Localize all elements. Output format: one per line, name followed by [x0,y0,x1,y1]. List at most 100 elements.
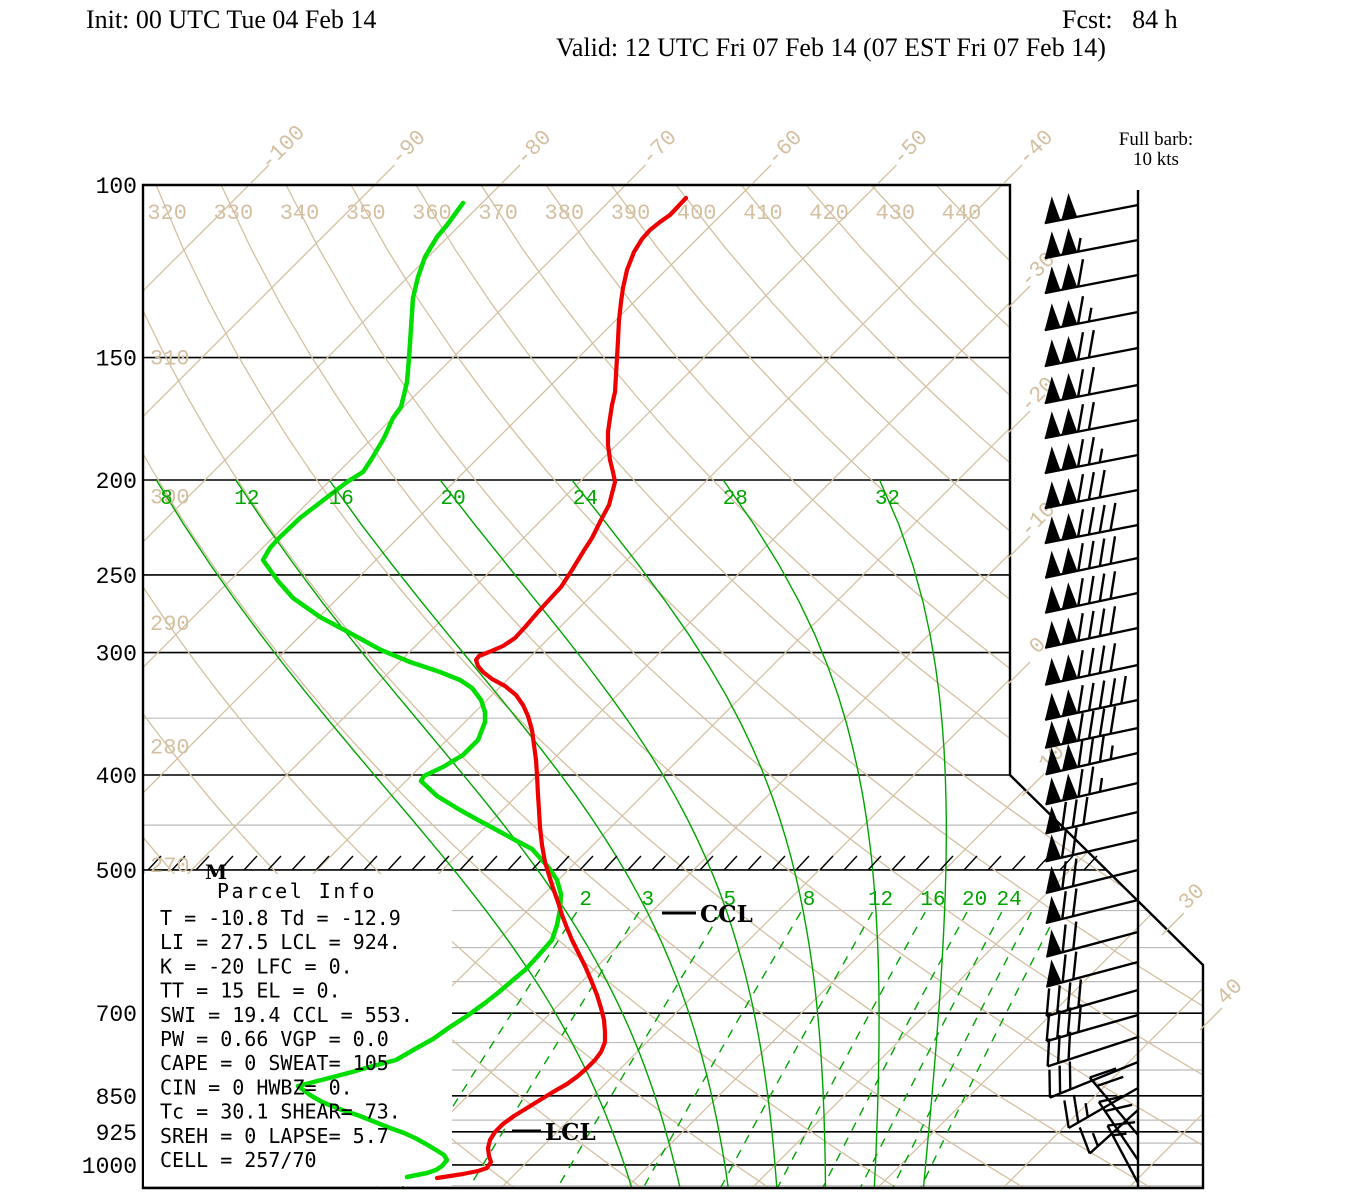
wind-barb [1044,366,1139,405]
mixing-ratio-label: 8 [803,889,816,912]
pressure-tick-label: 300 [96,642,137,668]
wind-barb [1044,329,1139,368]
mixing-ratio-label: 2 [579,889,592,912]
wind-barb [1088,1067,1139,1136]
wind-barb [1044,706,1139,749]
isotherm-label-top: -100 [256,121,311,176]
dry-adiabat-label-top: 400 [677,201,717,226]
temperature-trace [434,195,689,1181]
barb-legend-line2: 10 kts [1133,149,1179,170]
moist-adiabat-label: 12 [234,488,259,511]
wind-barb [1078,1109,1139,1155]
dry-adiabat-label-top: 440 [942,201,982,226]
wind-barb [1044,675,1139,721]
wind-barb [1097,1094,1139,1161]
wind-barb [1044,258,1139,295]
isotherm-label-right: 30 [1174,879,1210,915]
wind-barb [1045,921,1139,958]
dry-adiabat-label-top: 330 [214,201,254,226]
wind-barbs [1044,190,1140,1188]
wind-barb [1044,295,1139,332]
init-time: Init: 00 UTC Tue 04 Feb 14 [86,5,377,34]
dry-adiabat-label-top: 420 [809,201,849,226]
pressure-tick-label: 150 [96,347,137,373]
wind-barb-legend: Full barb: 10 kts [1094,130,1218,170]
pressure-tick-label: 200 [96,469,137,495]
parcel-info-line: PW = 0.66 VGP = 0.0 [160,1027,389,1051]
wind-barb [1045,827,1139,863]
dry-adiabat-label-top: 380 [545,201,585,226]
moist-adiabat-label: 16 [329,488,354,511]
dry-adiabat-label-top: 350 [346,201,386,226]
pressure-tick-label: 100 [96,174,137,200]
mixing-ratio-label: 5 [723,889,736,912]
wind-barb [1044,193,1139,225]
dry-adiabat-label-top: 320 [147,201,187,226]
missing-data-marker: M [205,860,227,884]
moist-adiabat-label: 28 [723,488,748,511]
pressure-tick-label: 500 [96,859,137,885]
parcel-info-line: SREH = 0 LAPSE= 5.7 [160,1124,389,1148]
wind-barb [1044,228,1139,260]
wind-barb [1044,606,1139,649]
pressure-tick-label: 700 [96,1002,137,1028]
wind-barb [1044,401,1139,440]
wind-barb [1045,858,1139,895]
mixing-ratio-lines [397,911,1059,1188]
wind-barb [1106,1121,1140,1184]
wind-barb [1045,734,1139,776]
wind-barb [1045,979,1139,1018]
moist-adiabat-label: 32 [875,488,900,511]
dry-adiabat-label-top: 340 [280,201,320,226]
wind-barb [1044,469,1139,510]
isotherm-label-top: -50 [888,125,934,171]
parcel-info-line: CIN = 0 HWBZ= 0. [160,1075,353,1099]
isotherm-label-right: 40 [1212,974,1248,1010]
wind-barb [1044,436,1139,475]
parcel-info-line: TT = 15 EL = 0. [160,979,341,1003]
dry-adiabat-label-left: 270 [150,854,190,879]
parcel-info-title: Parcel Info [217,879,377,903]
forecast-hour: Fcst: 84 h [1062,5,1178,34]
valid-time: Valid: 12 UTC Fri 07 Feb 14 (07 EST Fri … [556,33,1106,62]
moist-adiabat-label: 24 [573,488,598,511]
pressure-tick-label: 1000 [82,1154,137,1180]
parcel-info-line: CAPE = 0 SWEAT= 105 [160,1051,389,1075]
wind-barb [1045,1004,1139,1043]
dry-adiabat-label-top: 430 [875,201,915,226]
wind-barb [1048,1060,1139,1099]
parcel-info-line: CELL = 257/70 [160,1148,317,1172]
isotherm-label-top: -80 [511,125,557,171]
moist-adiabat-label: 20 [441,488,466,511]
dry-adiabat-label-top: 410 [743,201,783,226]
mixing-ratio-label: 16 [920,889,945,912]
mixing-ratio-label: 3 [641,889,654,912]
isotherm-label-top: -90 [386,125,432,171]
moist-adiabat-label: 8 [160,488,173,511]
parcel-info-line: Tc = 30.1 SHEAR= 73. [160,1100,401,1124]
dry-adiabat-label-top: 390 [611,201,651,226]
dry-adiabat-label-top: 360 [412,201,452,226]
wind-barb [1046,1031,1139,1068]
wind-barb [1044,502,1139,545]
pressure-tick-label: 850 [96,1085,137,1111]
wind-barb [1045,766,1139,806]
mixing-ratio-label: 24 [997,889,1022,912]
parcel-info-line: T = -10.8 Td = -12.9 [160,906,401,930]
parcel-info-line: SWI = 19.4 CCL = 553. [160,1003,413,1027]
moist-adiabats [155,479,947,1188]
dry-adiabat-label-left: 310 [150,347,190,372]
pressure-tick-label: 400 [96,764,137,790]
wind-barb [1045,951,1139,988]
ccl-marker-label: CCL [700,901,753,928]
isotherm-label-top: -70 [637,125,683,171]
plot-border [141,183,1205,1190]
parcel-info-line: LI = 27.5 LCL = 924. [160,930,401,954]
isotherm-label-top: -60 [762,125,808,171]
wind-barb [1045,888,1139,925]
dry-adiabat-label-left: 290 [150,612,190,637]
lcl-marker-label: LCL [545,1119,596,1146]
hatch-line-500 [147,855,1098,871]
